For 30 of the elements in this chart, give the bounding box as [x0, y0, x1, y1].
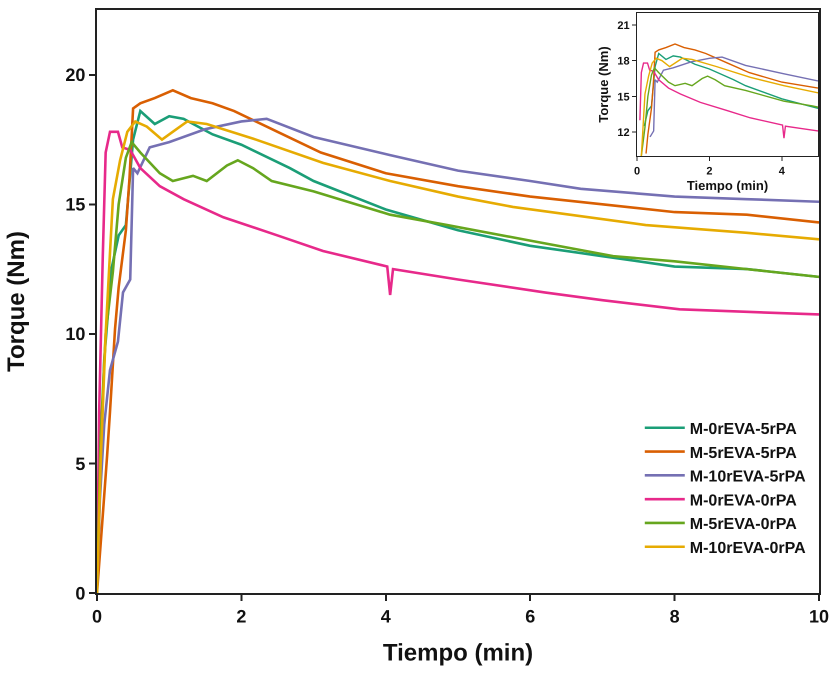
y-tick-label: 15 — [65, 194, 86, 215]
x-tick-label: 2 — [706, 165, 712, 178]
y-tick-label: 12 — [617, 127, 630, 140]
legend-label: M-10rEVA-5rPA — [690, 468, 806, 486]
x-tick-label: 4 — [778, 165, 786, 178]
y-tick-label: 5 — [75, 454, 86, 474]
y-axis-title: Torque (Nm) — [596, 46, 611, 123]
y-tick-label: 20 — [65, 65, 86, 86]
legend-label: M-10rEVA-0rPA — [690, 540, 806, 557]
x-tick-label: 8 — [670, 606, 680, 627]
legend-label: M-5rEVA-0rPA — [690, 516, 798, 534]
x-tick-label: 2 — [236, 606, 246, 627]
legend-label: M-0rEVA-5rPA — [690, 420, 798, 438]
legend-label: M-0rEVA-0rPA — [690, 492, 798, 510]
legend-label: M-5rEVA-5rPA — [690, 444, 798, 462]
line-series — [644, 52, 818, 127]
y-tick-label: 18 — [617, 56, 630, 68]
y-tick-label: 21 — [617, 20, 630, 32]
y-tick-label: 10 — [65, 324, 86, 344]
x-axis-title: Tiempo (min) — [382, 639, 534, 666]
x-tick-label: 0 — [634, 165, 640, 178]
x-axis-title: Tiempo (min) — [686, 178, 768, 193]
line-series — [645, 43, 818, 154]
y-tick-label: 15 — [617, 91, 630, 104]
y-axis-title: Torque (Nm) — [2, 231, 30, 372]
x-tick-label: 0 — [92, 606, 102, 627]
y-tick-label: 0 — [75, 583, 86, 604]
x-tick-label: 6 — [525, 606, 536, 627]
x-tick-label: 4 — [380, 606, 391, 627]
x-tick-label: 10 — [808, 606, 830, 627]
